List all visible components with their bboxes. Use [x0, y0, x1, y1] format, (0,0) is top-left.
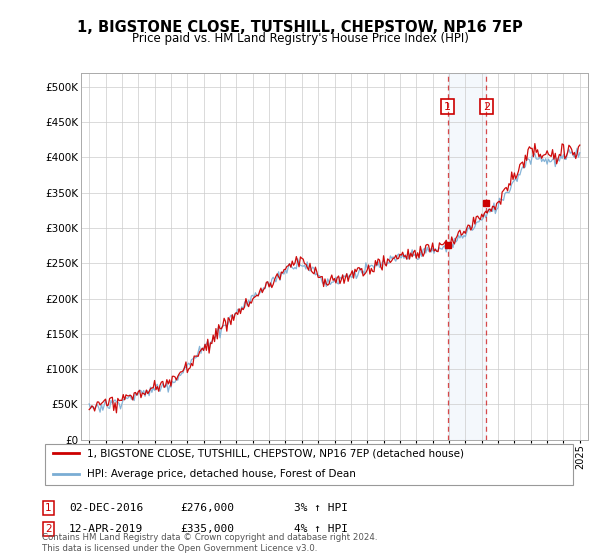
- Text: 12-APR-2019: 12-APR-2019: [69, 524, 143, 534]
- Text: 3% ↑ HPI: 3% ↑ HPI: [294, 503, 348, 513]
- Text: Contains HM Land Registry data © Crown copyright and database right 2024.
This d: Contains HM Land Registry data © Crown c…: [42, 533, 377, 553]
- Text: 2: 2: [45, 524, 52, 534]
- Text: 1, BIGSTONE CLOSE, TUTSHILL, CHEPSTOW, NP16 7EP: 1, BIGSTONE CLOSE, TUTSHILL, CHEPSTOW, N…: [77, 20, 523, 35]
- Text: HPI: Average price, detached house, Forest of Dean: HPI: Average price, detached house, Fore…: [88, 469, 356, 479]
- Text: 1: 1: [45, 503, 52, 513]
- Text: £335,000: £335,000: [180, 524, 234, 534]
- Text: 2: 2: [483, 102, 490, 111]
- Text: 02-DEC-2016: 02-DEC-2016: [69, 503, 143, 513]
- Text: 1, BIGSTONE CLOSE, TUTSHILL, CHEPSTOW, NP16 7EP (detached house): 1, BIGSTONE CLOSE, TUTSHILL, CHEPSTOW, N…: [88, 449, 464, 458]
- Text: £276,000: £276,000: [180, 503, 234, 513]
- FancyBboxPatch shape: [44, 444, 574, 485]
- Text: Price paid vs. HM Land Registry's House Price Index (HPI): Price paid vs. HM Land Registry's House …: [131, 32, 469, 45]
- Text: 1: 1: [444, 102, 451, 111]
- Bar: [448, 73, 486, 440]
- Text: 4% ↑ HPI: 4% ↑ HPI: [294, 524, 348, 534]
